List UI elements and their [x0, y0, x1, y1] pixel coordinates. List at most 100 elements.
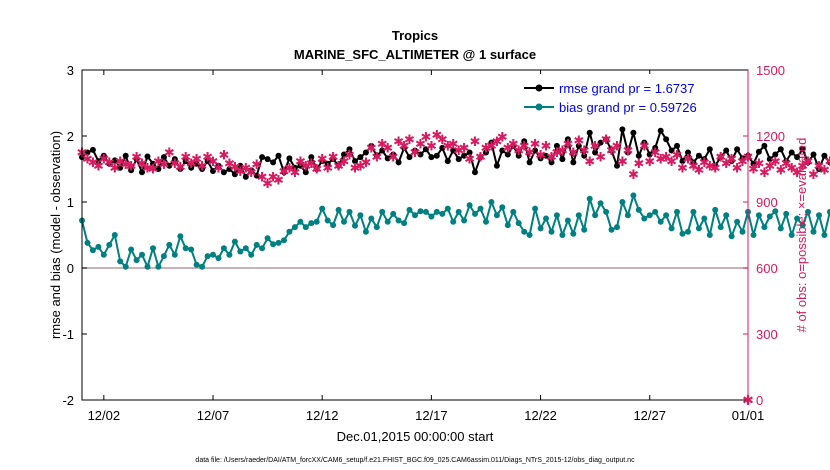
- bias-point: [188, 246, 195, 253]
- obs-evaluated-point: ✱: [568, 146, 579, 161]
- obs-evaluated-point: ✱: [131, 151, 142, 166]
- obs-evaluated-point: ✱: [546, 151, 557, 166]
- bias-point: [313, 218, 320, 225]
- obs-evaluated-point: ✱: [235, 165, 246, 180]
- bias-point: [357, 212, 364, 219]
- obs-evaluated-point: ✱: [104, 156, 115, 171]
- bias-point: [821, 232, 828, 238]
- rmse-point: [444, 158, 451, 165]
- obs-evaluated-point: ✱: [87, 156, 98, 171]
- rmse-point: [548, 159, 555, 166]
- rmse-point: [95, 158, 102, 165]
- obs-evaluated-point: ✱: [109, 162, 120, 177]
- rmse-point: [559, 156, 566, 163]
- obs-evaluated-point: ✱: [819, 164, 830, 179]
- obs-evaluated-point: ✱: [142, 162, 153, 177]
- bias-point: [515, 220, 522, 227]
- bias-point: [286, 228, 293, 235]
- obs-evaluated-point: ✱: [126, 159, 137, 174]
- rmse-point: [182, 158, 189, 165]
- obs-evaluated-point: ✱: [377, 137, 388, 152]
- obs-evaluated-point: ✱: [470, 135, 481, 150]
- rmse-point: [106, 160, 113, 167]
- rmse-point: [390, 151, 397, 158]
- obs-evaluated-point: ✱: [399, 140, 410, 155]
- bias-point: [373, 224, 380, 231]
- obs-evaluated-point: ✱: [753, 157, 764, 172]
- obs-evaluated-point: ✱: [628, 168, 639, 183]
- obs-evaluated-point: ✱: [601, 133, 612, 148]
- rmse-point: [368, 142, 375, 149]
- rmse-point: [499, 147, 506, 154]
- obs-evaluated-point: ✱: [333, 159, 344, 174]
- bias-point: [111, 232, 118, 238]
- rmse-point: [281, 169, 287, 176]
- rmse-point: [144, 153, 151, 160]
- obs-evaluated-point: ✱: [251, 158, 262, 173]
- x-tick-label: 12/22: [524, 408, 557, 423]
- bias-point: [761, 224, 768, 231]
- rmse-point: [395, 159, 402, 166]
- obs-evaluated-point: ✱: [557, 144, 568, 159]
- bias-point: [739, 228, 746, 235]
- bias-point: [695, 225, 702, 232]
- rmse-point: [570, 159, 577, 166]
- legend-marker-bias: [535, 103, 543, 111]
- bias-point: [559, 232, 566, 238]
- bias-point: [783, 210, 790, 217]
- rmse-point: [712, 162, 719, 169]
- rmse-point: [799, 146, 806, 153]
- bias-point: [242, 245, 249, 252]
- rmse-point: [412, 147, 418, 154]
- rmse-point: [614, 162, 620, 169]
- bias-point: [193, 261, 200, 268]
- rmse-point: [291, 164, 298, 171]
- rmse-point: [111, 157, 118, 164]
- bias-point: [455, 208, 462, 215]
- obs-evaluated-point: ✱: [382, 142, 393, 157]
- obs-evaluated-point: ✱: [273, 174, 284, 189]
- rmse-point: [657, 127, 664, 134]
- obs-evaluated-point: ✱: [481, 142, 492, 157]
- rmse-point: [641, 139, 648, 146]
- bias-point: [390, 210, 397, 217]
- bias-point: [570, 230, 577, 237]
- rmse-point: [259, 154, 266, 161]
- obs-evaluated-point: ✱: [622, 144, 633, 159]
- bias-point: [799, 222, 806, 229]
- obs-evaluated-point: ✱: [726, 153, 737, 168]
- rmse-point: [231, 171, 238, 178]
- bias-point: [586, 195, 593, 202]
- obs-evaluated-point: ✱: [775, 164, 786, 179]
- left-y-tick-label: 2: [67, 129, 74, 144]
- rmse-point: [592, 149, 599, 156]
- rmse-point: [362, 149, 369, 156]
- rmse-point: [139, 169, 145, 176]
- bias-point: [766, 213, 773, 220]
- rmse-point: [701, 156, 708, 163]
- obs-evaluated-point: ✱: [803, 155, 814, 170]
- obs-evaluated-point: ✱: [721, 157, 732, 172]
- obs-evaluated-point: ✱: [732, 162, 743, 177]
- rmse-point: [401, 144, 408, 151]
- legend-label-rmse: rmse grand pr = 1.6737: [559, 81, 695, 96]
- rmse-point: [264, 156, 271, 163]
- obs-evaluated-point: ✱: [180, 151, 191, 166]
- bias-point: [204, 253, 211, 260]
- rmse-point: [515, 152, 522, 159]
- x-tick-label: 12/27: [633, 408, 666, 423]
- obs-evaluated-point: ✱: [328, 151, 339, 166]
- right-y-tick-label: 1500: [756, 63, 785, 78]
- bias-point: [330, 222, 337, 229]
- bias-point: [155, 263, 162, 270]
- obs-evaluated-point: ✱: [284, 162, 295, 177]
- obs-evaluated-point: ✱: [295, 155, 306, 170]
- bias-point: [302, 224, 309, 231]
- bias-point: [144, 263, 151, 270]
- bias-point: [433, 208, 440, 215]
- rmse-point: [100, 152, 107, 159]
- rmse-point: [384, 155, 391, 162]
- rmse-point: [521, 138, 528, 145]
- obs-evaluated-point: ✱: [371, 151, 382, 166]
- bias-point: [685, 228, 691, 235]
